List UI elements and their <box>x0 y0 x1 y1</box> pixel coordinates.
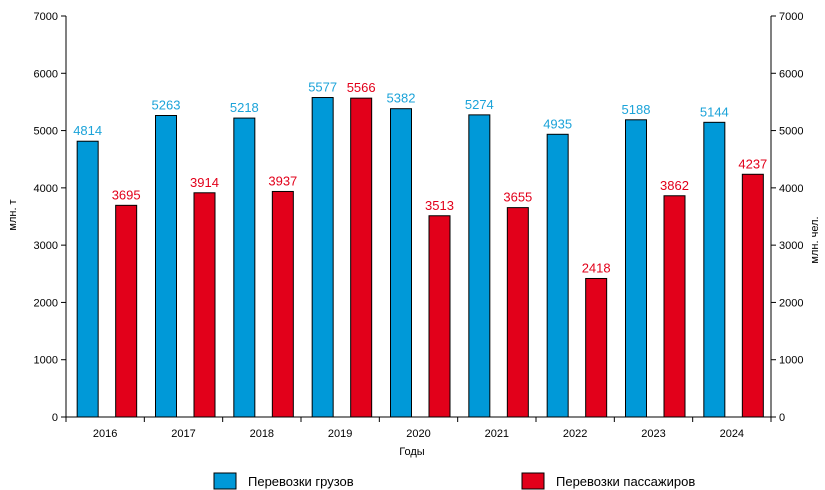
passenger-data-label: 3862 <box>660 178 689 193</box>
freight-bar <box>625 119 647 418</box>
freight-data-label: 5218 <box>230 100 259 115</box>
y-tick-label-right: 6000 <box>779 68 803 80</box>
y-tick-label-right: 3000 <box>779 240 803 252</box>
y-tick-label-left: 0 <box>52 412 58 424</box>
legend-label-freight: Перевозки грузов <box>248 474 354 489</box>
freight-data-label: 5577 <box>308 80 337 95</box>
passenger-data-label: 4237 <box>738 156 767 171</box>
passenger-bar <box>741 173 764 418</box>
passenger-bar <box>663 195 686 418</box>
y-tick-label-left: 6000 <box>34 68 58 80</box>
y-tick-label-right: 7000 <box>779 11 803 23</box>
x-tick-label: 2019 <box>328 428 352 440</box>
freight-bar <box>155 115 177 418</box>
y-tick-label-left: 7000 <box>34 11 58 23</box>
x-tick-label: 2018 <box>250 428 274 440</box>
passenger-data-label: 3655 <box>503 190 532 205</box>
freight-bar <box>233 117 256 418</box>
freight-bar <box>546 133 569 418</box>
freight-bar <box>703 121 726 418</box>
x-tick-label: 2017 <box>171 428 195 440</box>
y-tick-label-left: 2000 <box>34 297 58 309</box>
freight-bar <box>390 108 412 418</box>
y-tick-label-right: 1000 <box>779 355 803 367</box>
passenger-bar <box>271 190 294 418</box>
y-tick-label-right: 4000 <box>779 183 803 195</box>
x-tick-label: 2024 <box>720 428 744 440</box>
y-tick-label-right: 2000 <box>779 297 803 309</box>
freight-bar <box>76 140 99 418</box>
legend-swatch-freight <box>213 472 237 490</box>
freight-data-label: 5274 <box>465 97 494 112</box>
legend-label-passengers: Перевозки пассажиров <box>556 474 695 489</box>
x-tick-label: 2023 <box>641 428 665 440</box>
x-tick-label: 2016 <box>93 428 117 440</box>
passenger-bar <box>115 204 138 418</box>
freight-data-label: 5263 <box>152 98 181 113</box>
y-tick-label-left: 3000 <box>34 240 58 252</box>
x-tick-label: 2020 <box>406 428 430 440</box>
freight-data-label: 4814 <box>73 123 102 138</box>
y-tick-label-left: 4000 <box>34 183 58 195</box>
passenger-bar <box>428 215 451 418</box>
x-axis-title: Годы <box>399 446 425 458</box>
y-axis-left-title: млн. т <box>7 199 19 230</box>
passenger-data-label: 3914 <box>190 175 219 190</box>
x-tick-label: 2021 <box>485 428 509 440</box>
passenger-data-label: 3695 <box>112 187 141 202</box>
freight-bar <box>311 97 334 418</box>
freight-data-label: 5382 <box>387 91 416 106</box>
freight-data-label: 5144 <box>700 104 729 119</box>
passenger-bar <box>193 192 216 418</box>
y-tick-label-left: 5000 <box>34 126 58 138</box>
passenger-data-label: 3937 <box>268 173 297 188</box>
passenger-bar <box>506 207 529 418</box>
y-axis-right-title: млн. чел. <box>809 216 821 263</box>
passenger-bar <box>585 277 608 418</box>
legend: Перевозки грузов Перевозки пассажиров <box>213 472 695 490</box>
freight-data-label: 5188 <box>622 102 651 117</box>
passenger-bar <box>350 97 373 418</box>
passenger-data-label: 3513 <box>425 198 454 213</box>
passenger-data-label: 2418 <box>582 260 611 275</box>
legend-swatch-passengers <box>521 472 545 490</box>
passenger-data-label: 5566 <box>347 80 376 95</box>
y-tick-label-right: 5000 <box>779 126 803 138</box>
x-tick-label: 2022 <box>563 428 587 440</box>
freight-data-label: 4935 <box>543 116 572 131</box>
freight-bar <box>468 114 491 418</box>
y-tick-label-left: 1000 <box>34 355 58 367</box>
y-tick-label-right: 0 <box>779 412 785 424</box>
